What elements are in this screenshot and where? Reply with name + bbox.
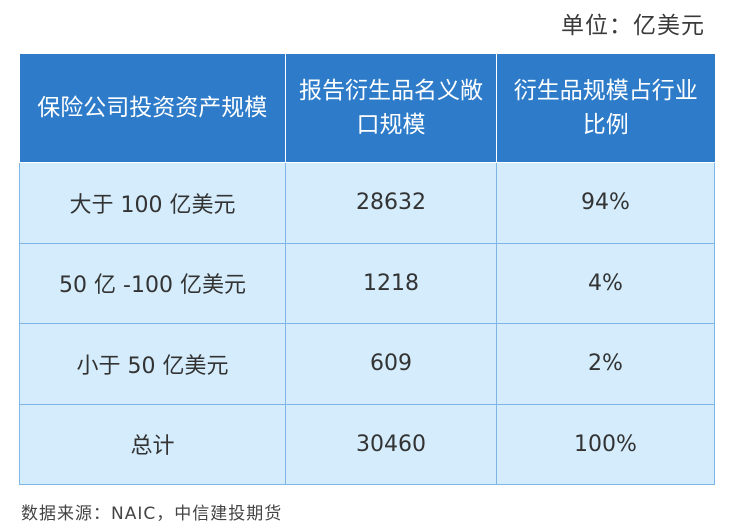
data-table: 保险公司投资资产规模 报告衍生品名义敞口规模 衍生品规模占行业比例 大于 100…	[19, 54, 715, 485]
table-cell-asset-size: 大于 100 亿美元	[19, 162, 286, 244]
table-cell-notional: 1218	[285, 242, 497, 324]
table-cell-notional: 28632	[285, 162, 497, 244]
table-cell-asset-size: 小于 50 亿美元	[19, 323, 286, 405]
table-cell-share: 100%	[496, 403, 715, 485]
table-cell-asset-size: 50 亿 -100 亿美元	[19, 242, 286, 324]
table-cell-asset-size: 总计	[19, 403, 286, 485]
table-row: 大于 100 亿美元 28632 94%	[19, 162, 715, 244]
table-header-row: 保险公司投资资产规模 报告衍生品名义敞口规模 衍生品规模占行业比例	[19, 54, 715, 163]
table-row: 50 亿 -100 亿美元 1218 4%	[19, 242, 715, 324]
table-cell-notional: 30460	[285, 403, 497, 485]
table-row: 小于 50 亿美元 609 2%	[19, 323, 715, 405]
header-asset-size: 保险公司投资资产规模	[19, 54, 286, 163]
table-cell-share: 2%	[496, 323, 715, 405]
header-notional-exposure: 报告衍生品名义敞口规模	[285, 54, 497, 163]
table-cell-share: 94%	[496, 162, 715, 244]
header-industry-share: 衍生品规模占行业比例	[496, 54, 715, 163]
source-note: 数据来源：NAIC，中信建投期货	[21, 504, 283, 524]
unit-label: 单位：亿美元	[561, 13, 705, 39]
table-cell-share: 4%	[496, 242, 715, 324]
table-row-total: 总计 30460 100%	[19, 403, 715, 485]
table-cell-notional: 609	[285, 323, 497, 405]
